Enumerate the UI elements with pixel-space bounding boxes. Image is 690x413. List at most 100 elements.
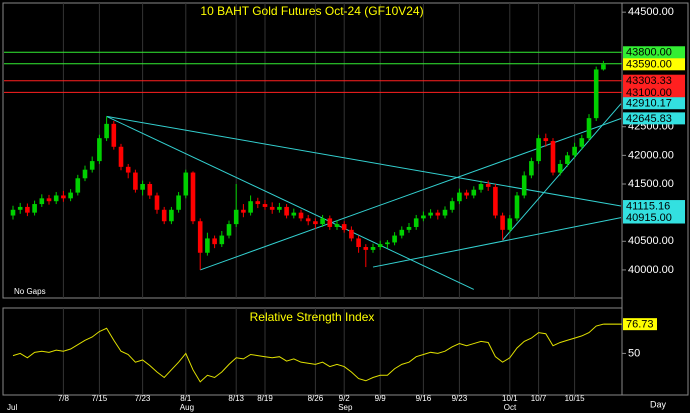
x-tick-label: 8/26 bbox=[308, 394, 324, 403]
candle-body bbox=[485, 184, 491, 187]
level-label: 41115.16 bbox=[626, 200, 670, 212]
candle-body bbox=[190, 172, 196, 222]
candle-body bbox=[363, 247, 369, 250]
candle-body bbox=[97, 138, 102, 162]
y-tick-label: 50 bbox=[628, 347, 640, 359]
candle-body bbox=[298, 212, 304, 219]
candle-body bbox=[399, 229, 405, 236]
candle-body bbox=[421, 215, 426, 219]
candle-body bbox=[536, 138, 541, 162]
candle-body bbox=[406, 226, 412, 230]
candle-body bbox=[356, 238, 361, 248]
candle-body bbox=[392, 235, 397, 243]
candle-body bbox=[46, 198, 52, 202]
candle-body bbox=[507, 218, 513, 230]
x-unit: Day bbox=[650, 399, 667, 409]
x-tick-label: 10/7 bbox=[531, 394, 547, 403]
month-label: Aug bbox=[180, 403, 194, 412]
level-label: 43800.00 bbox=[626, 47, 672, 59]
candle-body bbox=[320, 218, 325, 225]
y-tick-label: 40500.00 bbox=[628, 235, 674, 247]
candle-body bbox=[161, 209, 167, 222]
candle-body bbox=[104, 123, 109, 139]
candle-body bbox=[133, 172, 138, 190]
candle-body bbox=[111, 123, 117, 147]
candle-body bbox=[291, 212, 297, 216]
candle-body bbox=[449, 201, 455, 210]
level-box bbox=[623, 211, 685, 224]
level-box bbox=[623, 74, 685, 87]
candle-body bbox=[529, 161, 534, 176]
candle-body bbox=[557, 163, 563, 173]
y-tick-label: 42500.00 bbox=[628, 121, 674, 133]
candle-body bbox=[413, 218, 419, 227]
level-box bbox=[623, 86, 685, 99]
candle-body bbox=[212, 238, 217, 245]
candle-body bbox=[493, 186, 498, 216]
candle-body bbox=[543, 138, 549, 142]
candle-body bbox=[197, 221, 203, 253]
x-tick-label: 9/9 bbox=[375, 394, 387, 403]
candle-body bbox=[435, 212, 441, 216]
candle-body bbox=[478, 184, 484, 190]
candle-body bbox=[75, 178, 81, 193]
candle-body bbox=[341, 224, 347, 230]
x-tick-label: 10/15 bbox=[565, 394, 586, 403]
price-panel bbox=[2, 2, 623, 299]
note: No Gaps bbox=[14, 287, 46, 296]
candle-body bbox=[82, 169, 88, 179]
candle-body bbox=[565, 155, 570, 164]
candle-body bbox=[61, 195, 66, 199]
candle-body bbox=[154, 195, 160, 210]
y-tick-label: 41500.00 bbox=[628, 178, 674, 190]
x-tick-label: 8/19 bbox=[257, 394, 273, 403]
candle-body bbox=[593, 69, 599, 119]
level-label: 43100.00 bbox=[626, 87, 672, 99]
x-tick-label: 8/13 bbox=[228, 394, 244, 403]
x-tick-label: 7/8 bbox=[58, 394, 70, 403]
candle-body bbox=[277, 206, 282, 210]
level-label: 42645.83 bbox=[626, 113, 672, 125]
month-label: Jul bbox=[7, 403, 17, 412]
y-tick-label: 42000.00 bbox=[628, 149, 674, 161]
level-label: 43590.00 bbox=[626, 59, 672, 71]
candle-body bbox=[579, 138, 585, 147]
candle-body bbox=[140, 184, 145, 190]
candle-body bbox=[457, 192, 462, 202]
candle-body bbox=[334, 224, 340, 227]
candle-body bbox=[586, 118, 592, 139]
trendline bbox=[106, 115, 475, 290]
candle-body bbox=[262, 204, 268, 207]
level-label: 42910.17 bbox=[626, 98, 672, 110]
trendline bbox=[372, 217, 622, 268]
level-box bbox=[623, 58, 685, 71]
month-label: Sep bbox=[338, 403, 353, 412]
candle-body bbox=[370, 247, 376, 250]
level-box bbox=[623, 112, 685, 125]
rsi-panel bbox=[2, 307, 623, 396]
candle-body bbox=[349, 229, 354, 239]
level-box bbox=[623, 97, 685, 110]
candle-body bbox=[284, 206, 289, 216]
candle-body bbox=[572, 146, 577, 156]
x-tick-label: 8/1 bbox=[180, 394, 192, 403]
y-tick-label: 44500.00 bbox=[628, 6, 674, 18]
x-tick-label: 9/16 bbox=[416, 394, 432, 403]
candle-body bbox=[464, 192, 469, 196]
candle-body bbox=[428, 212, 433, 216]
last-value-label: 76.73 bbox=[626, 319, 654, 331]
rsi-title: Relative Strength Index bbox=[250, 310, 375, 324]
candle-body bbox=[471, 189, 477, 196]
candle-body bbox=[39, 198, 45, 205]
candle-body bbox=[550, 141, 556, 173]
candle-body bbox=[385, 242, 390, 245]
y-tick-label: 40000.00 bbox=[628, 264, 674, 276]
month-label: Oct bbox=[504, 403, 517, 412]
candle-body bbox=[53, 195, 59, 202]
candle-body bbox=[521, 175, 527, 196]
level-box bbox=[623, 200, 685, 213]
candle-body bbox=[17, 206, 23, 210]
candle-body bbox=[601, 64, 606, 70]
candle-body bbox=[442, 209, 448, 216]
